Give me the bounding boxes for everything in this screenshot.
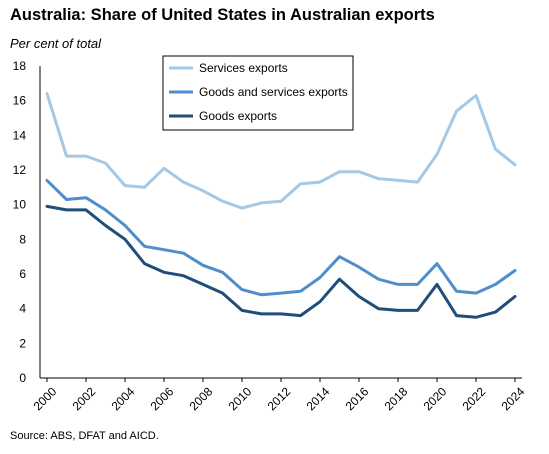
legend-label-goods-and-services-exports: Goods and services exports <box>199 85 348 99</box>
x-tick-label: 2022 <box>460 384 489 413</box>
y-tick-labels: 0 2 4 6 8 10 12 14 16 18 <box>13 59 27 385</box>
y-tick-label: 2 <box>19 336 26 350</box>
x-tick-label: 2024 <box>499 384 528 413</box>
x-tick-label: 2014 <box>304 384 333 413</box>
chart-title: Australia: Share of United States in Aus… <box>10 6 435 24</box>
series-lines <box>45 92 517 319</box>
legend-label-goods-exports: Goods exports <box>199 109 277 123</box>
x-tick-labels: 2000 2002 2004 2006 2008 2010 2012 2014 2016 2018… <box>31 384 528 413</box>
y-tick-label: 6 <box>19 267 26 281</box>
legend: Services exports Goods and services expor… <box>162 55 354 131</box>
x-tick-label: 2002 <box>70 384 99 413</box>
x-tick-label: 2004 <box>109 384 138 413</box>
axes <box>39 66 522 382</box>
x-tick-label: 2016 <box>343 384 372 413</box>
y-tick-label: 8 <box>19 232 26 246</box>
legend-label-services-exports: Services exports <box>199 61 288 75</box>
y-tick-label: 18 <box>13 59 27 73</box>
x-tick-label: 2020 <box>421 384 450 413</box>
source-note: Source: ABS, DFAT and AICD. <box>10 430 159 442</box>
legend-box <box>162 55 354 131</box>
x-tick-label: 2008 <box>187 384 216 413</box>
series-line-services-exports <box>45 92 517 210</box>
x-tick-label: 2012 <box>265 384 294 413</box>
y-tick-label: 0 <box>19 371 26 385</box>
x-tick-label: 2006 <box>148 384 177 413</box>
y-tick-label: 14 <box>13 128 27 142</box>
y-axis-unit-label: Per cent of total <box>10 36 102 51</box>
x-tick-label: 2018 <box>382 384 411 413</box>
series-line-goods-and-services-exports <box>45 178 517 297</box>
y-tick-label: 12 <box>13 163 27 177</box>
y-tick-label: 4 <box>19 302 26 316</box>
y-tick-label: 10 <box>13 198 27 212</box>
series-line-goods-exports <box>45 204 517 319</box>
y-tick-label: 16 <box>13 94 27 108</box>
x-tick-label: 2010 <box>226 384 255 413</box>
x-tick-label: 2000 <box>31 384 60 413</box>
